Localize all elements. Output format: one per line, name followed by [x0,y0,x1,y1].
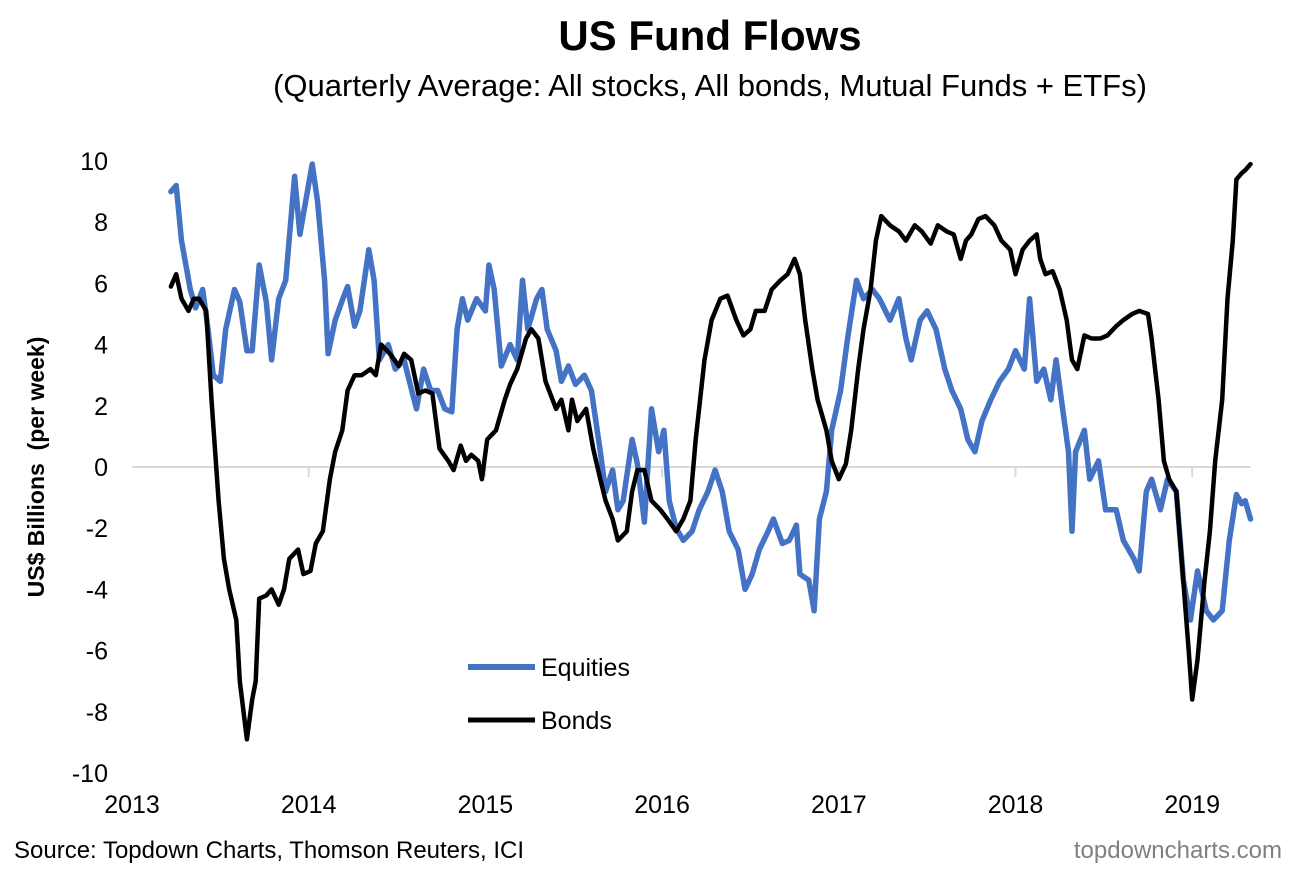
y-tick-label: -2 [86,515,108,543]
y-axis-label: US$ Billions (per week) [23,337,49,598]
x-tick-label: 2018 [988,791,1044,819]
y-tick-label: 2 [94,393,108,421]
y-tick-label: 10 [80,148,108,176]
legend-label-bonds: Bonds [541,707,612,735]
legend-label-equities: Equities [541,654,630,682]
y-tick-label: -10 [72,760,108,788]
x-tick-label: 2014 [281,791,337,819]
x-tick-label: 2015 [458,791,514,819]
y-tick-label: -8 [86,699,108,727]
x-tick-label: 2016 [634,791,690,819]
legend: Equities Bonds [468,654,630,735]
x-tick-label: 2013 [104,791,160,819]
source-note: Source: Topdown Charts, Thomson Reuters,… [14,837,524,864]
y-tick-label: -6 [86,638,108,666]
y-tick-label: -4 [86,576,108,604]
x-tick-label: 2019 [1164,791,1220,819]
chart-subtitle: (Quarterly Average: All stocks, All bond… [273,68,1147,103]
y-tick-label: 8 [94,209,108,237]
watermark: topdowncharts.com [1074,837,1282,864]
series-line-bonds [168,161,1253,742]
y-tick-label: 4 [94,332,108,360]
x-tick-label: 2017 [811,791,867,819]
chart-title: US Fund Flows [558,12,861,59]
y-tick-label: 0 [94,454,108,482]
y-tick-label: 6 [94,270,108,298]
series-line-equities [168,161,1254,623]
